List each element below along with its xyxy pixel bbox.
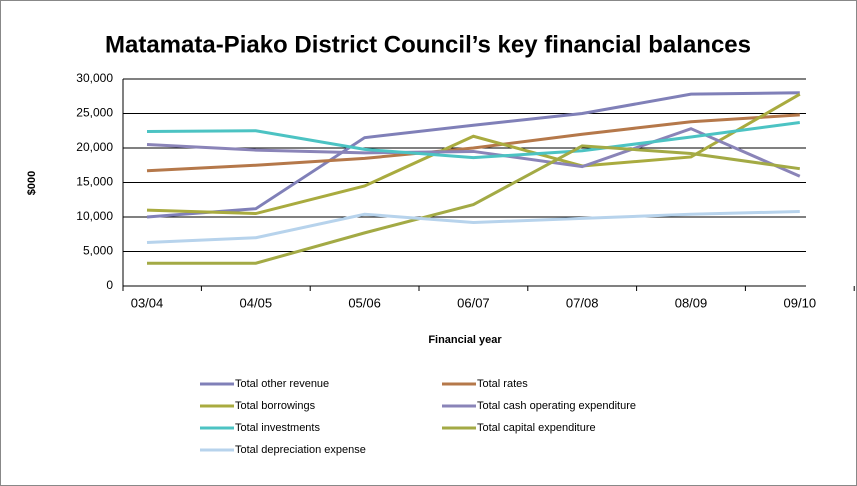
legend-label: Total other revenue xyxy=(235,378,329,390)
legend-label: Total cash operating expenditure xyxy=(477,400,636,412)
y-tick-label: 5,000 xyxy=(83,244,113,258)
legend-label: Total capital expenditure xyxy=(477,422,596,434)
y-tick-label: 10,000 xyxy=(76,209,113,223)
x-tick-label: 06/07 xyxy=(457,295,490,310)
series-line xyxy=(146,120,800,160)
y-tick-label: 30,000 xyxy=(76,71,113,85)
legend-label: Total borrowings xyxy=(235,400,316,412)
legend-label: Total depreciation expense xyxy=(235,444,366,456)
series-line xyxy=(146,91,800,219)
y-tick-label: 0 xyxy=(106,278,113,292)
series-line xyxy=(146,113,800,173)
series-line xyxy=(146,92,801,216)
chart-title: Matamata-Piako District Council’s key fi… xyxy=(105,31,751,58)
x-tick-label: 08/09 xyxy=(675,295,708,310)
y-tick-label: 15,000 xyxy=(76,175,113,189)
series-line xyxy=(146,127,801,178)
x-tick-label: 04/05 xyxy=(240,295,273,310)
series-line xyxy=(146,209,800,245)
series-line xyxy=(147,144,801,265)
y-axis-label: $000 xyxy=(26,171,38,195)
x-tick-label: 05/06 xyxy=(348,295,381,310)
x-tick-label: 07/08 xyxy=(566,295,599,310)
x-tick-label: 09/10 xyxy=(784,295,817,310)
x-tick-label: 03/04 xyxy=(131,295,164,310)
x-axis-label: Financial year xyxy=(428,334,502,346)
y-tick-label: 25,000 xyxy=(76,106,113,120)
legend-label: Total rates xyxy=(477,378,528,390)
legend-label: Total investments xyxy=(235,422,320,434)
y-tick-label: 20,000 xyxy=(76,140,113,154)
